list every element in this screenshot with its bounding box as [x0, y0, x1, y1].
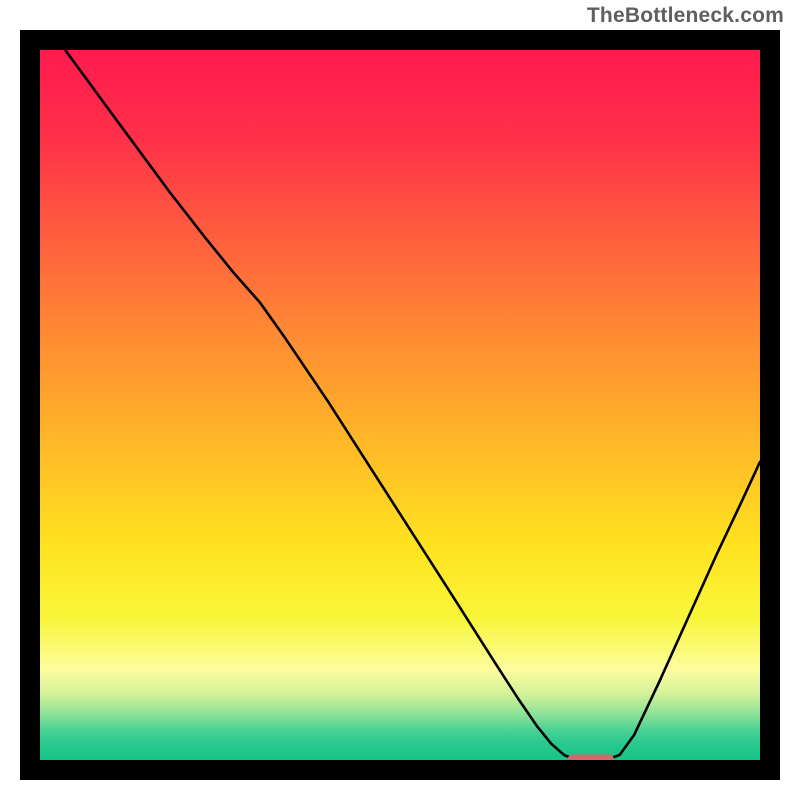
gradient-background: [40, 50, 760, 760]
watermark-text: TheBottleneck.com: [587, 4, 784, 28]
bottleneck-chart: [0, 0, 800, 800]
chart-container: { "watermark": { "text": "TheBottleneck.…: [0, 0, 800, 800]
